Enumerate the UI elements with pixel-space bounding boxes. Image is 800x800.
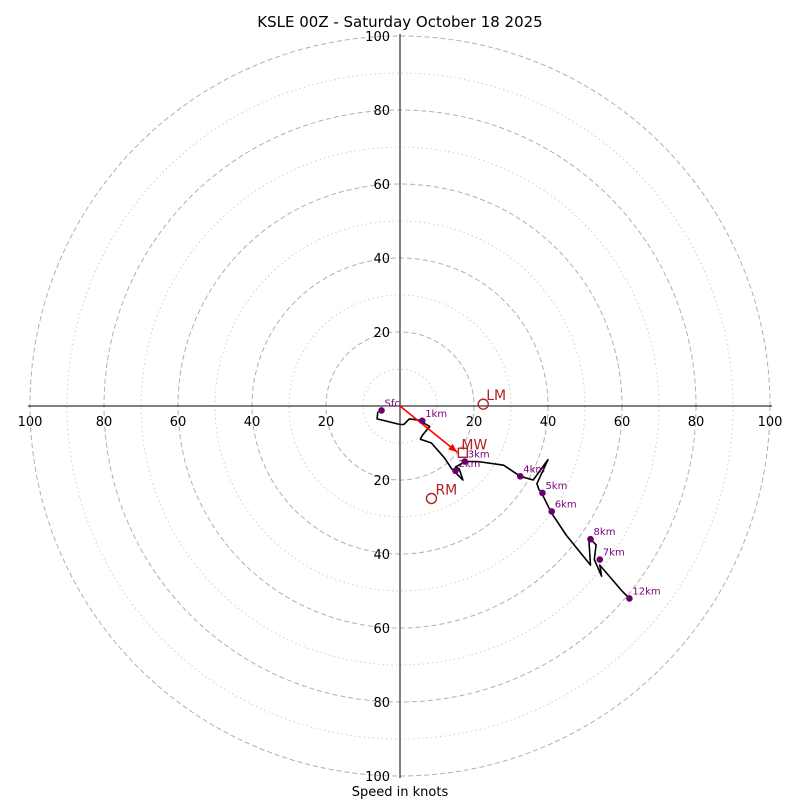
tick-up-40: 40 bbox=[373, 252, 390, 267]
tick-labels: 20 20 20 20 40 40 40 40 60 60 60 60 80 80 80 80 100 100 10… bbox=[18, 30, 783, 785]
height-marker-5km bbox=[539, 489, 546, 497]
mean-wind-marker bbox=[457, 447, 469, 458]
height-label-3km: 3km bbox=[468, 450, 490, 461]
tick-right-80: 80 bbox=[688, 415, 705, 430]
height-marker-1km bbox=[418, 417, 426, 425]
chart-title: KSLE 00Z - Saturday October 18 2025 bbox=[257, 13, 542, 31]
mean-wind-arrow-head bbox=[448, 443, 458, 453]
tick-down-100: 100 bbox=[365, 770, 390, 785]
tick-down-40: 40 bbox=[373, 548, 390, 563]
height-label-6km: 6km bbox=[555, 499, 577, 510]
tick-right-60: 60 bbox=[614, 415, 631, 430]
storm-motion-arrow bbox=[399, 405, 458, 453]
tick-left-40: 40 bbox=[244, 415, 261, 430]
tick-down-80: 80 bbox=[373, 696, 390, 711]
tick-left-20: 20 bbox=[318, 415, 335, 430]
tick-down-20: 20 bbox=[373, 474, 390, 489]
height-marker-3km bbox=[461, 458, 469, 465]
mean-wind-arrow-shaft bbox=[399, 405, 458, 453]
tick-left-80: 80 bbox=[96, 415, 113, 430]
tick-up-20: 20 bbox=[373, 326, 390, 341]
tick-up-80: 80 bbox=[373, 104, 390, 119]
left-mover-marker bbox=[477, 398, 489, 410]
hodograph-trace-line bbox=[376, 411, 630, 599]
height-marker-6km bbox=[548, 508, 555, 515]
height-marker-8km bbox=[587, 535, 594, 543]
height-label-8km: 8km bbox=[594, 527, 616, 538]
tick-left-60: 60 bbox=[170, 415, 187, 430]
storm-motion-markers: LM RM MW bbox=[425, 388, 506, 505]
tick-right-40: 40 bbox=[540, 415, 557, 430]
x-axis-label: Speed in knots bbox=[352, 785, 449, 800]
right-mover-label: RM bbox=[435, 483, 457, 499]
tick-left-100: 100 bbox=[18, 415, 43, 430]
left-mover-label: LM bbox=[486, 388, 506, 404]
tick-up-100: 100 bbox=[365, 30, 390, 45]
tick-right-100: 100 bbox=[758, 415, 783, 430]
height-label-12km: 12km bbox=[632, 586, 660, 597]
tick-down-60: 60 bbox=[373, 622, 390, 637]
height-marker-sfc bbox=[378, 407, 385, 414]
tick-up-60: 60 bbox=[373, 178, 390, 193]
height-marker-12km bbox=[626, 595, 633, 602]
height-label-sfc: Sfc bbox=[385, 398, 400, 409]
height-marker-4km bbox=[516, 473, 524, 480]
right-mover-marker bbox=[425, 492, 438, 505]
height-label-4km: 4km bbox=[523, 464, 545, 475]
height-label-1km: 1km bbox=[425, 409, 447, 420]
wind-trace bbox=[376, 411, 630, 599]
height-label-5km: 5km bbox=[545, 481, 567, 492]
height-label-2km: 2km bbox=[459, 459, 481, 470]
mean-wind-label: MW bbox=[461, 437, 487, 453]
height-marker-7km bbox=[596, 556, 604, 563]
tick-right-20: 20 bbox=[466, 415, 483, 430]
height-label-7km: 7km bbox=[603, 548, 625, 559]
height-marker-2km bbox=[452, 467, 459, 475]
